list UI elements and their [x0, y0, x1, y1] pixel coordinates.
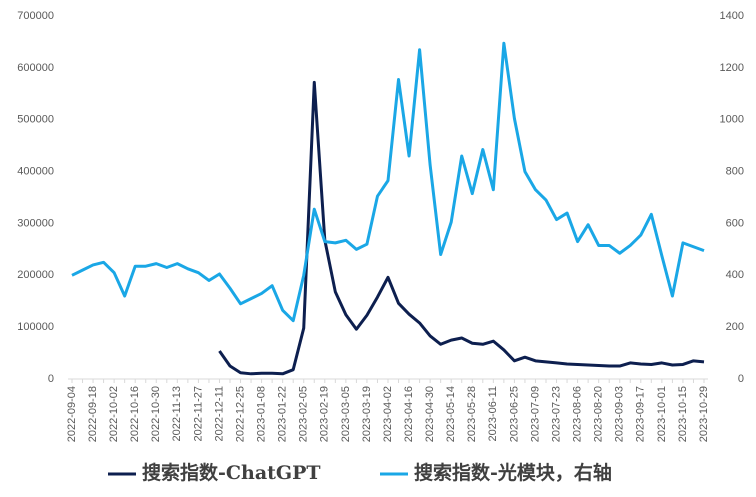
x-tick-label: 2023-07-23	[550, 386, 562, 442]
series-line	[71, 41, 705, 323]
x-tick-label: 2023-10-15	[677, 386, 689, 442]
legend-label: 搜索指数-光模块，右轴	[414, 461, 612, 484]
x-tick-label: 2023-10-29	[698, 386, 710, 442]
legend-label: 搜索指数-ChatGPT	[142, 461, 321, 484]
y-tick-label: 500000	[17, 114, 54, 126]
x-tick-label: 2022-09-18	[87, 386, 99, 442]
y2-tick-label: 1400	[720, 10, 744, 22]
x-tick-label: 2023-09-17	[635, 386, 647, 442]
x-tick-label: 2023-03-19	[361, 386, 373, 442]
x-tick-label: 2022-10-30	[150, 386, 162, 442]
y-tick-label: 300000	[17, 217, 54, 229]
y-tick-label: 600000	[17, 62, 54, 74]
y2-tick-label: 200	[726, 321, 744, 333]
x-tick-label: 2022-11-13	[171, 386, 183, 441]
x-tick-label: 2023-06-25	[508, 386, 520, 442]
y2-tick-label: 600	[726, 217, 744, 229]
y-tick-label: 700000	[17, 10, 54, 22]
series-line	[218, 80, 705, 376]
x-tick-label: 2023-05-14	[445, 386, 457, 442]
x-tick-label: 2023-08-06	[572, 386, 584, 442]
x-tick-label: 2023-08-20	[593, 386, 605, 442]
x-tick-label: 2022-12-25	[234, 386, 246, 442]
y2-tick-label: 1000	[720, 114, 744, 126]
x-tick-label: 2023-04-30	[424, 386, 436, 442]
x-tick-label: 2023-02-19	[319, 386, 331, 442]
y2-tick-label: 1200	[720, 62, 744, 74]
x-tick-label: 2022-10-02	[108, 386, 120, 442]
x-tick-label: 2023-02-05	[298, 386, 310, 442]
x-tick-label: 2022-10-16	[129, 386, 141, 442]
x-tick-label: 2023-07-09	[529, 386, 541, 442]
x-tick-label: 2023-04-02	[382, 386, 394, 442]
x-tick-label: 2023-10-01	[656, 386, 668, 442]
y2-tick-label: 800	[726, 165, 744, 177]
y2-tick-label: 400	[726, 269, 744, 281]
y-tick-label: 400000	[17, 165, 54, 177]
x-tick-label: 2022-12-11	[213, 386, 225, 441]
x-tick-label: 2023-04-16	[403, 386, 415, 442]
y-tick-label: 0	[48, 373, 54, 385]
x-tick-label: 2022-11-27	[192, 386, 204, 441]
y-tick-label: 200000	[17, 269, 54, 281]
x-tick-label: 2023-01-08	[256, 386, 268, 442]
x-tick-label: 2023-01-22	[277, 386, 289, 442]
x-tick-label: 2022-09-04	[66, 386, 78, 442]
y2-tick-label: 0	[738, 373, 744, 385]
y-tick-label: 100000	[17, 321, 54, 333]
x-tick-label: 2023-05-28	[466, 386, 478, 442]
x-tick-label: 2023-06-11	[487, 386, 499, 441]
x-tick-label: 2023-03-05	[340, 386, 352, 442]
x-tick-label: 2023-09-03	[614, 386, 626, 442]
